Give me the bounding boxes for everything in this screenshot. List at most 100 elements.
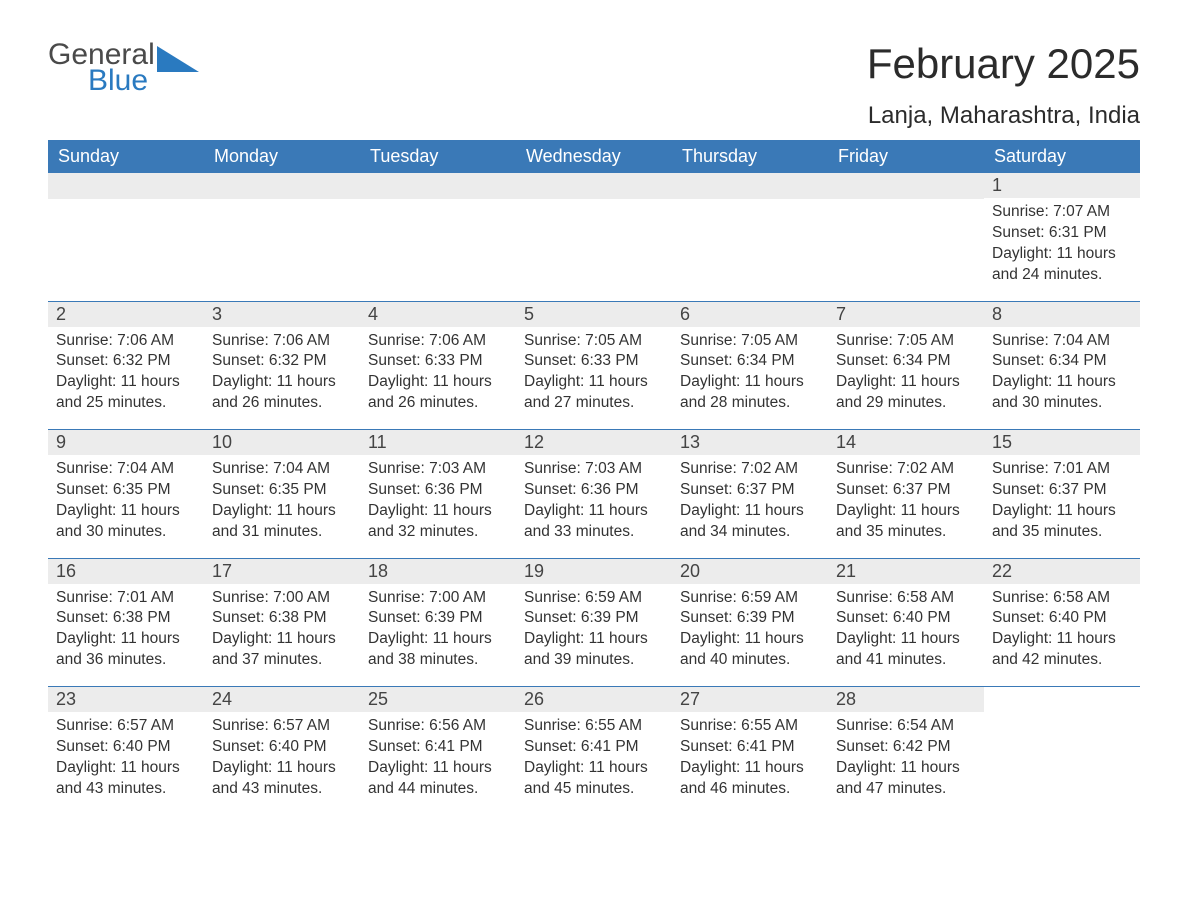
- day-body: Sunrise: 7:04 AMSunset: 6:35 PMDaylight:…: [204, 455, 360, 551]
- day-sunset: Sunset: 6:37 PM: [836, 480, 976, 501]
- day-body: Sunrise: 6:54 AMSunset: 6:42 PMDaylight:…: [828, 712, 984, 808]
- day-number: 9: [48, 430, 204, 455]
- day-body: Sunrise: 7:06 AMSunset: 6:33 PMDaylight:…: [360, 327, 516, 423]
- day-number: 15: [984, 430, 1140, 455]
- brand-word-2: Blue: [88, 66, 155, 96]
- day-daylight: Daylight: 11 hours and 46 minutes.: [680, 758, 820, 800]
- day-number: 21: [828, 559, 984, 584]
- day-daylight: Daylight: 11 hours and 45 minutes.: [524, 758, 664, 800]
- day-daylight: Daylight: 11 hours and 30 minutes.: [992, 372, 1132, 414]
- calendar-table: SundayMondayTuesdayWednesdayThursdayFrid…: [48, 140, 1140, 815]
- brand-triangle-icon: [157, 46, 199, 72]
- day-number: 10: [204, 430, 360, 455]
- day-daylight: Daylight: 11 hours and 44 minutes.: [368, 758, 508, 800]
- day-sunrise: Sunrise: 6:58 AM: [992, 588, 1132, 609]
- day-daylight: Daylight: 11 hours and 43 minutes.: [56, 758, 196, 800]
- day-header: Wednesday: [516, 140, 672, 173]
- day-sunset: Sunset: 6:41 PM: [524, 737, 664, 758]
- day-sunset: Sunset: 6:37 PM: [680, 480, 820, 501]
- day-body: Sunrise: 6:57 AMSunset: 6:40 PMDaylight:…: [204, 712, 360, 808]
- day-cell: 5Sunrise: 7:05 AMSunset: 6:33 PMDaylight…: [516, 302, 672, 430]
- empty-day-bar: [672, 173, 828, 199]
- day-cell: 17Sunrise: 7:00 AMSunset: 6:38 PMDayligh…: [204, 559, 360, 687]
- day-sunrise: Sunrise: 6:57 AM: [56, 716, 196, 737]
- day-daylight: Daylight: 11 hours and 33 minutes.: [524, 501, 664, 543]
- day-daylight: Daylight: 11 hours and 41 minutes.: [836, 629, 976, 671]
- empty-day-bar: [828, 173, 984, 199]
- empty-cell: [204, 173, 360, 301]
- day-sunset: Sunset: 6:35 PM: [56, 480, 196, 501]
- day-sunset: Sunset: 6:31 PM: [992, 223, 1132, 244]
- week-row: 16Sunrise: 7:01 AMSunset: 6:38 PMDayligh…: [48, 559, 1140, 687]
- day-sunrise: Sunrise: 7:06 AM: [212, 331, 352, 352]
- day-number: 20: [672, 559, 828, 584]
- day-body: Sunrise: 6:58 AMSunset: 6:40 PMDaylight:…: [984, 584, 1140, 680]
- day-cell: 16Sunrise: 7:01 AMSunset: 6:38 PMDayligh…: [48, 559, 204, 687]
- day-sunrise: Sunrise: 7:05 AM: [836, 331, 976, 352]
- day-cell: 11Sunrise: 7:03 AMSunset: 6:36 PMDayligh…: [360, 430, 516, 558]
- day-daylight: Daylight: 11 hours and 30 minutes.: [56, 501, 196, 543]
- brand-logo: General Blue: [48, 40, 199, 96]
- day-sunset: Sunset: 6:36 PM: [524, 480, 664, 501]
- day-number: 25: [360, 687, 516, 712]
- day-cell: 1Sunrise: 7:07 AMSunset: 6:31 PMDaylight…: [984, 173, 1140, 301]
- day-body: Sunrise: 6:58 AMSunset: 6:40 PMDaylight:…: [828, 584, 984, 680]
- day-body: Sunrise: 7:00 AMSunset: 6:39 PMDaylight:…: [360, 584, 516, 680]
- day-number: 1: [984, 173, 1140, 198]
- week-row: 2Sunrise: 7:06 AMSunset: 6:32 PMDaylight…: [48, 302, 1140, 430]
- day-sunset: Sunset: 6:32 PM: [56, 351, 196, 372]
- day-cell: 9 Sunrise: 7:04 AMSunset: 6:35 PMDaylight…: [48, 430, 204, 558]
- day-sunset: Sunset: 6:32 PM: [212, 351, 352, 372]
- day-body: Sunrise: 7:03 AMSunset: 6:36 PMDaylight:…: [516, 455, 672, 551]
- day-sunset: Sunset: 6:39 PM: [680, 608, 820, 629]
- day-body: Sunrise: 6:56 AMSunset: 6:41 PMDaylight:…: [360, 712, 516, 808]
- day-cell: 14Sunrise: 7:02 AMSunset: 6:37 PMDayligh…: [828, 430, 984, 558]
- day-cell: 19Sunrise: 6:59 AMSunset: 6:39 PMDayligh…: [516, 559, 672, 687]
- day-cell: 24Sunrise: 6:57 AMSunset: 6:40 PMDayligh…: [204, 687, 360, 815]
- day-number: 18: [360, 559, 516, 584]
- day-cell: 21Sunrise: 6:58 AMSunset: 6:40 PMDayligh…: [828, 559, 984, 687]
- day-sunrise: Sunrise: 6:55 AM: [524, 716, 664, 737]
- day-sunrise: Sunrise: 7:04 AM: [56, 459, 196, 480]
- day-sunset: Sunset: 6:40 PM: [836, 608, 976, 629]
- day-cell: 10Sunrise: 7:04 AMSunset: 6:35 PMDayligh…: [204, 430, 360, 558]
- day-header: Thursday: [672, 140, 828, 173]
- day-sunset: Sunset: 6:41 PM: [680, 737, 820, 758]
- calendar-body: 1Sunrise: 7:07 AMSunset: 6:31 PMDaylight…: [48, 173, 1140, 815]
- day-cell: 26Sunrise: 6:55 AMSunset: 6:41 PMDayligh…: [516, 687, 672, 815]
- day-cell: 15Sunrise: 7:01 AMSunset: 6:37 PMDayligh…: [984, 430, 1140, 558]
- day-sunrise: Sunrise: 6:57 AM: [212, 716, 352, 737]
- day-body: Sunrise: 6:59 AMSunset: 6:39 PMDaylight:…: [516, 584, 672, 680]
- day-number: 6: [672, 302, 828, 327]
- day-body: Sunrise: 6:59 AMSunset: 6:39 PMDaylight:…: [672, 584, 828, 680]
- day-sunrise: Sunrise: 7:00 AM: [368, 588, 508, 609]
- day-sunrise: Sunrise: 6:58 AM: [836, 588, 976, 609]
- day-sunrise: Sunrise: 6:59 AM: [524, 588, 664, 609]
- day-sunset: Sunset: 6:41 PM: [368, 737, 508, 758]
- day-daylight: Daylight: 11 hours and 35 minutes.: [836, 501, 976, 543]
- day-daylight: Daylight: 11 hours and 27 minutes.: [524, 372, 664, 414]
- day-cell: 25Sunrise: 6:56 AMSunset: 6:41 PMDayligh…: [360, 687, 516, 815]
- day-number: 22: [984, 559, 1140, 584]
- day-sunset: Sunset: 6:34 PM: [992, 351, 1132, 372]
- day-sunrise: Sunrise: 7:03 AM: [524, 459, 664, 480]
- day-daylight: Daylight: 11 hours and 24 minutes.: [992, 244, 1132, 286]
- day-number: 4: [360, 302, 516, 327]
- day-sunrise: Sunrise: 6:56 AM: [368, 716, 508, 737]
- day-header: Saturday: [984, 140, 1140, 173]
- day-body: Sunrise: 6:55 AMSunset: 6:41 PMDaylight:…: [516, 712, 672, 808]
- day-body: Sunrise: 7:01 AMSunset: 6:37 PMDaylight:…: [984, 455, 1140, 551]
- day-number: 28: [828, 687, 984, 712]
- day-header: Tuesday: [360, 140, 516, 173]
- day-sunset: Sunset: 6:36 PM: [368, 480, 508, 501]
- day-sunset: Sunset: 6:38 PM: [212, 608, 352, 629]
- page-title: February 2025: [867, 40, 1140, 88]
- day-body: Sunrise: 7:03 AMSunset: 6:36 PMDaylight:…: [360, 455, 516, 551]
- day-body: Sunrise: 7:05 AMSunset: 6:34 PMDaylight:…: [828, 327, 984, 423]
- day-daylight: Daylight: 11 hours and 35 minutes.: [992, 501, 1132, 543]
- day-sunrise: Sunrise: 7:03 AM: [368, 459, 508, 480]
- day-daylight: Daylight: 11 hours and 40 minutes.: [680, 629, 820, 671]
- day-cell: 20Sunrise: 6:59 AMSunset: 6:39 PMDayligh…: [672, 559, 828, 687]
- week-row: 1Sunrise: 7:07 AMSunset: 6:31 PMDaylight…: [48, 173, 1140, 301]
- empty-day-bar: [360, 173, 516, 199]
